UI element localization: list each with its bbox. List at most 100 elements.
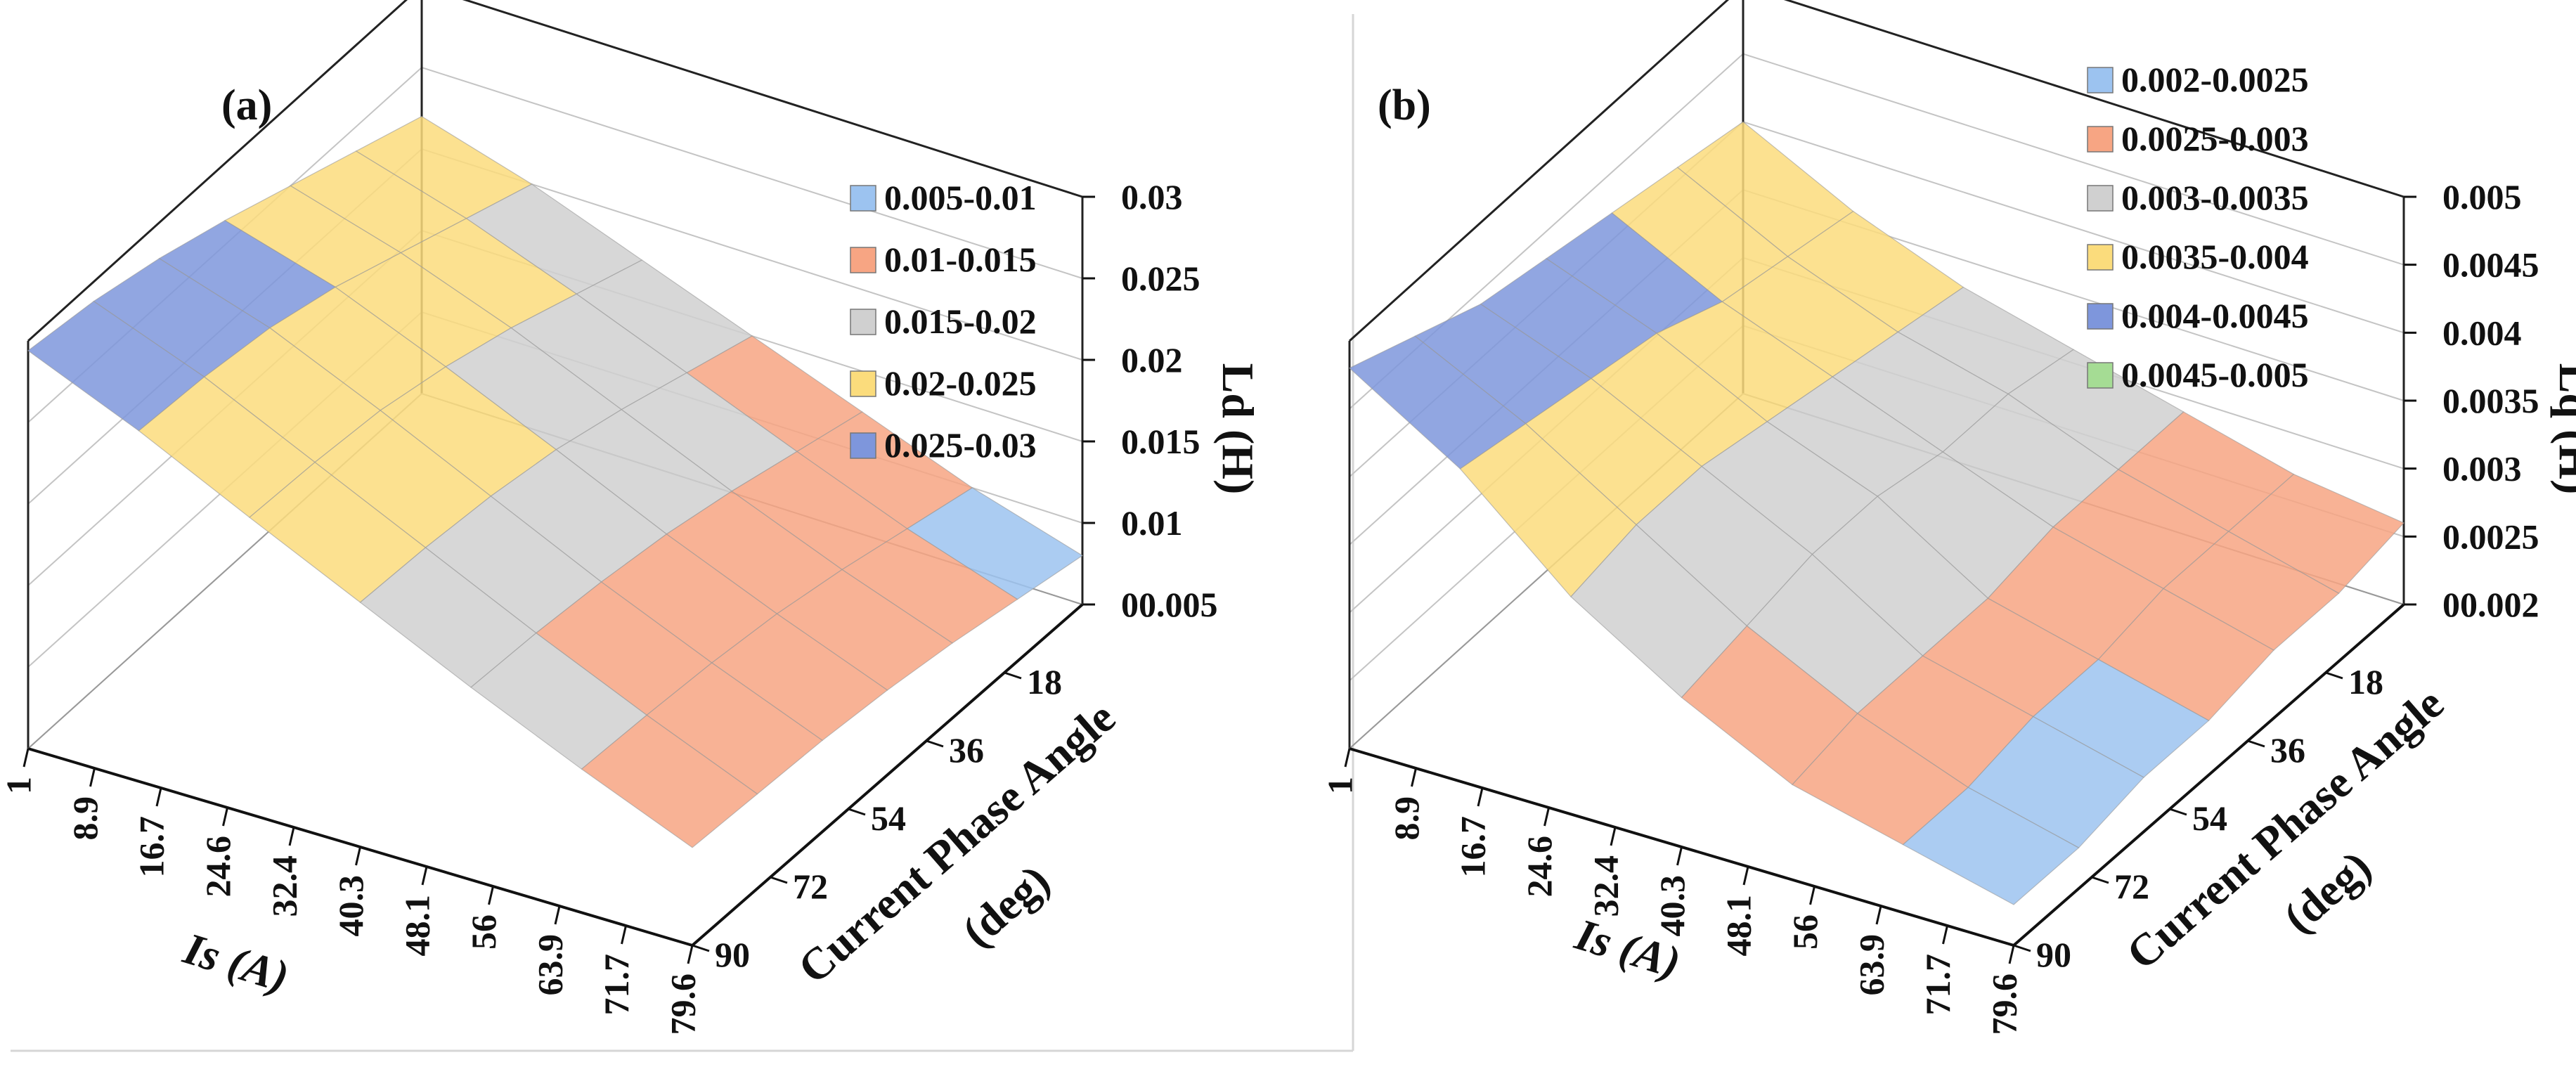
y-tick-label: 36 — [949, 730, 984, 770]
x-tick-mark — [288, 827, 295, 846]
box-edge-top-left — [1348, 0, 1730, 342]
panel-label: (a) — [221, 82, 272, 129]
x-tick-mark — [1543, 807, 1550, 827]
y-tick-label: 72 — [793, 867, 828, 906]
legend-label: 0.025-0.03 — [884, 425, 1037, 465]
y-tick-mark — [2169, 808, 2187, 816]
y-tick-label: 54 — [871, 798, 906, 838]
legend-label: 0.004-0.0045 — [2121, 296, 2309, 335]
x-tick-label: 56 — [464, 914, 503, 950]
x-tick-mark — [421, 866, 428, 886]
y-tick-label: 18 — [1027, 662, 1062, 701]
z-tick-label: 0.005 — [2442, 177, 2522, 216]
legend-label: 0.002-0.0025 — [2121, 60, 2309, 99]
x-tick-mark — [1610, 827, 1617, 846]
legend-label: 0.01-0.015 — [884, 240, 1037, 279]
legend-label: 0.003-0.0035 — [2121, 178, 2309, 217]
legend-swatch — [850, 247, 876, 273]
legend-swatch — [2087, 244, 2114, 271]
legend-swatch — [2087, 126, 2114, 153]
y-tick-mark — [2013, 944, 2031, 952]
legend-swatch — [850, 370, 876, 397]
x-tick-label: 40.3 — [331, 875, 370, 937]
legend: 0.002-0.0025 0.0025-0.003 0.003-0.0035 0.00… — [2087, 60, 2309, 394]
x-tick-label: 48.1 — [1719, 895, 1758, 957]
z-tick-label: 0.01 — [1121, 503, 1183, 543]
x-tick-mark — [1942, 925, 1948, 945]
legend-label: 0.0045-0.005 — [2121, 355, 2309, 394]
legend-label: 0.02-0.025 — [884, 363, 1037, 403]
x-tick-label: 71.7 — [1918, 954, 1957, 1016]
box-edge-top-right — [462, 0, 1083, 198]
x-tick-label: 48.1 — [397, 895, 436, 957]
legend-swatch — [2087, 303, 2114, 330]
legend-swatch — [2087, 67, 2114, 93]
x-tick-mark — [1411, 768, 1417, 787]
y-tick-mark — [1004, 671, 1022, 680]
y-tick-label: 54 — [2192, 798, 2227, 838]
x-tick-label: 16.7 — [131, 816, 171, 878]
z-tick-label: 00.002 — [2442, 585, 2539, 624]
x-tick-mark — [1477, 787, 1484, 807]
y-tick-mark — [926, 739, 944, 748]
z-tick-label: 0.025 — [1121, 259, 1200, 298]
legend-swatch — [2087, 185, 2114, 212]
x-tick-mark — [1875, 905, 1882, 925]
x-tick-mark — [1344, 748, 1351, 768]
x-tick-mark — [687, 945, 694, 964]
legend-label: 0.0025-0.003 — [2121, 119, 2309, 158]
z-tick-label: 00.005 — [1121, 585, 1218, 624]
x-tick-mark — [1676, 846, 1683, 866]
legend: 0.005-0.01 0.01-0.015 0.015-0.02 0.02-0.025… — [850, 178, 1037, 465]
legend-label: 0.0035-0.004 — [2121, 237, 2309, 276]
x-tick-label: 1 — [1320, 777, 1359, 794]
surface — [1348, 121, 2405, 905]
legend-swatch — [850, 432, 876, 459]
legend-swatch — [850, 309, 876, 335]
panel-b: 1 8.9 16.7 24.6 32.4 40.3 48.1 56 63.9 71.7 79.6 18… — [1320, 0, 2576, 1035]
z-tick-label: 0.015 — [1121, 422, 1200, 461]
y-tick-label: 72 — [2114, 867, 2149, 906]
x-tick-label: 56 — [1785, 914, 1825, 950]
y-tick-mark — [848, 808, 866, 816]
legend-swatch — [850, 185, 876, 212]
z-tick-label: 0.0025 — [2442, 517, 2539, 556]
x-tick-mark — [2008, 945, 2015, 964]
legend-swatch — [2087, 362, 2114, 389]
x-tick-label: 63.9 — [1851, 934, 1891, 996]
x-tick-mark — [355, 846, 361, 866]
legend-label: 0.015-0.02 — [884, 302, 1037, 341]
z-tick-label: 0.02 — [1121, 340, 1183, 380]
z-tick-label: 0.03 — [1121, 177, 1183, 216]
z-tick-label: 0.003 — [2442, 449, 2522, 489]
x-tick-mark — [621, 925, 627, 945]
y-tick-label: 90 — [715, 935, 750, 974]
z-tick-label: 0.0045 — [2442, 245, 2539, 285]
box-edge-top-left — [27, 0, 408, 342]
box-edge-top-right — [1783, 0, 2405, 198]
y-tick-mark — [2091, 876, 2109, 884]
y-tick-mark — [692, 944, 710, 952]
surface — [27, 115, 1084, 848]
y-tick-label: 90 — [2036, 935, 2071, 974]
y-tick-label: 36 — [2270, 730, 2305, 770]
z-axis-label: Lq (H) — [2550, 363, 2576, 495]
y-axis-line — [2012, 603, 2405, 947]
x-tick-label: 1 — [0, 777, 38, 794]
x-tick-mark — [1742, 866, 1749, 886]
x-tick-label: 79.6 — [1984, 973, 2024, 1035]
x-tick-label: 24.6 — [1520, 836, 1559, 898]
z-tick-label: 0.004 — [2442, 313, 2522, 352]
legend-label: 0.005-0.01 — [884, 178, 1037, 217]
x-tick-mark — [488, 886, 494, 905]
x-tick-mark — [222, 807, 228, 827]
x-tick-mark — [89, 768, 96, 787]
y-tick-mark — [770, 876, 788, 884]
surface-patch — [581, 714, 758, 848]
x-tick-label: 32.4 — [1586, 855, 1625, 917]
z-tick-label: 0.0035 — [2442, 381, 2539, 420]
x-tick-label: 79.6 — [663, 973, 702, 1035]
z-axis-label: Ld (H) — [1213, 363, 1263, 495]
x-tick-label: 40.3 — [1652, 875, 1692, 937]
